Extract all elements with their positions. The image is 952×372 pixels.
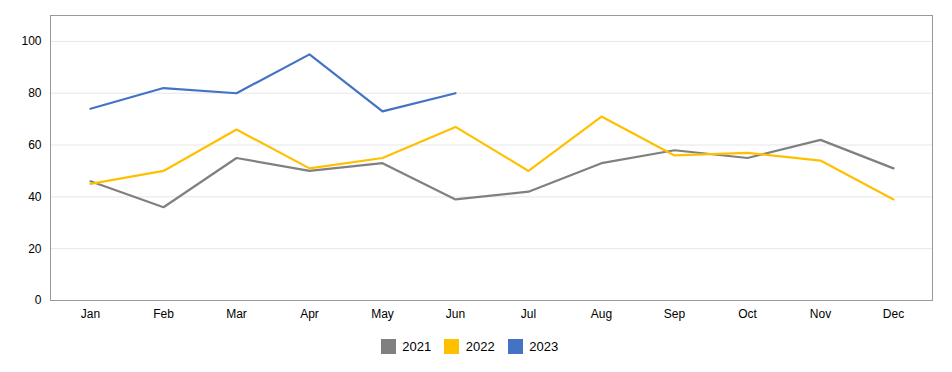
svg-text:Jan: Jan bbox=[81, 307, 100, 321]
svg-text:Oct: Oct bbox=[738, 307, 757, 321]
svg-text:Apr: Apr bbox=[300, 307, 319, 321]
svg-text:60: 60 bbox=[28, 138, 42, 152]
svg-text:100: 100 bbox=[21, 34, 41, 48]
svg-text:Jun: Jun bbox=[446, 307, 465, 321]
svg-text:May: May bbox=[371, 307, 394, 321]
svg-text:Aug: Aug bbox=[591, 307, 612, 321]
svg-text:Dec: Dec bbox=[883, 307, 904, 321]
html-text:2022: 2022 bbox=[465, 339, 495, 354]
svg-text:20: 20 bbox=[28, 242, 42, 256]
svg-text:0: 0 bbox=[35, 293, 42, 307]
svg-text:Feb: Feb bbox=[153, 307, 174, 321]
svg-text:Jul: Jul bbox=[521, 307, 536, 321]
svg-text:Mar: Mar bbox=[226, 307, 247, 321]
html-text:2021: 2021 bbox=[402, 339, 432, 354]
svg-text:Sep: Sep bbox=[664, 307, 686, 321]
html-text:2023: 2023 bbox=[529, 339, 559, 354]
svg-text:80: 80 bbox=[28, 86, 42, 100]
svg-text:40: 40 bbox=[28, 190, 42, 204]
svg-text:Nov: Nov bbox=[810, 307, 831, 321]
